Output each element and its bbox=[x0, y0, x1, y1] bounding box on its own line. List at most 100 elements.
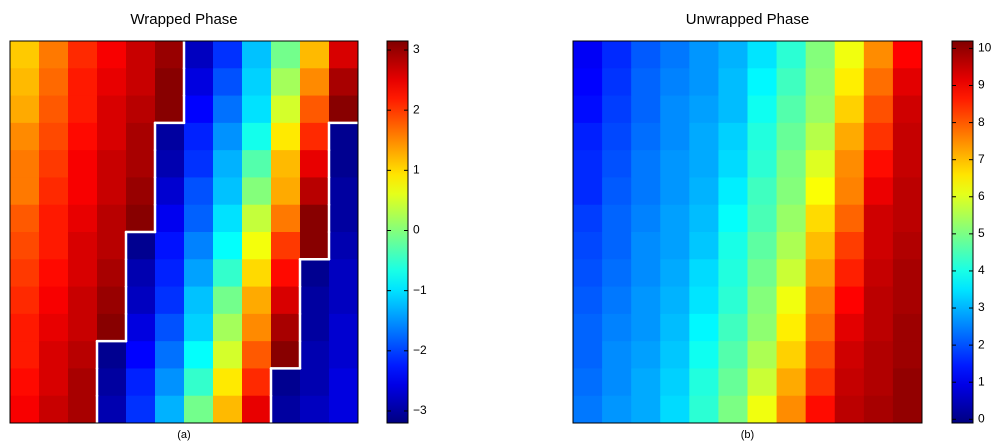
heatmap-cell bbox=[718, 313, 748, 342]
heatmap-cell bbox=[184, 122, 214, 151]
heatmap-cell bbox=[660, 204, 690, 233]
heatmap-cell bbox=[718, 204, 748, 233]
heatmap-cell bbox=[834, 259, 865, 288]
heatmap-cell bbox=[97, 341, 127, 369]
colorbar bbox=[386, 40, 409, 424]
heatmap-cell bbox=[718, 286, 748, 315]
heatmap-cell bbox=[10, 204, 40, 233]
heatmap-cell bbox=[718, 232, 748, 260]
heatmap-cell bbox=[39, 341, 69, 369]
heatmap-cell bbox=[184, 286, 214, 315]
heatmap-cell bbox=[602, 286, 632, 315]
heatmap-cell bbox=[126, 41, 156, 69]
heatmap-cell bbox=[747, 68, 778, 97]
heatmap-cell bbox=[689, 177, 719, 206]
heatmap-cell bbox=[747, 95, 778, 124]
heatmap-cell bbox=[805, 368, 836, 397]
heatmap-cell bbox=[718, 150, 748, 178]
heatmap-cell bbox=[213, 341, 243, 369]
heatmap-cell bbox=[242, 150, 272, 178]
heatmap-cell bbox=[892, 204, 923, 233]
heatmap-cell bbox=[747, 150, 778, 178]
heatmap-cell bbox=[660, 150, 690, 178]
heatmap-cell bbox=[602, 232, 632, 260]
heatmap-cell bbox=[776, 41, 807, 69]
heatmap-cell bbox=[39, 313, 69, 342]
heatmap-cell bbox=[184, 395, 214, 424]
heatmap-cell bbox=[242, 259, 272, 288]
heatmap-cell bbox=[834, 232, 865, 260]
heatmap-cell bbox=[689, 368, 719, 397]
heatmap-cell bbox=[155, 259, 185, 288]
heatmap-cell bbox=[68, 68, 98, 97]
heatmap-cell bbox=[155, 204, 185, 233]
colorbar-tick-label: −1 bbox=[413, 283, 427, 297]
heatmap-cell bbox=[329, 286, 359, 315]
heatmap-cell bbox=[718, 95, 748, 124]
heatmap-cell bbox=[68, 95, 98, 124]
heatmap-cell bbox=[271, 313, 301, 342]
heatmap-cell bbox=[39, 259, 69, 288]
colorbar-tick-label: −3 bbox=[413, 403, 427, 417]
heatmap-cell bbox=[300, 204, 330, 233]
heatmap-cell bbox=[242, 341, 272, 369]
heatmap-cell bbox=[892, 259, 923, 288]
heatmap-cell bbox=[300, 341, 330, 369]
heatmap-cell bbox=[271, 232, 301, 260]
heatmap-cell bbox=[805, 95, 836, 124]
heatmap-cell bbox=[10, 341, 40, 369]
heatmap-cell bbox=[68, 41, 98, 69]
heatmap-cell bbox=[68, 150, 98, 178]
heatmap-cell bbox=[718, 122, 748, 151]
heatmap-cell bbox=[892, 286, 923, 315]
heatmap-cell bbox=[68, 368, 98, 397]
heatmap-cell bbox=[184, 177, 214, 206]
heatmap-cell bbox=[573, 313, 603, 342]
colorbar-tick-label: 2 bbox=[978, 337, 985, 351]
heatmap-cell bbox=[747, 177, 778, 206]
heatmap-cell bbox=[631, 341, 661, 369]
heatmap-cell bbox=[126, 150, 156, 178]
heatmap-cell bbox=[213, 150, 243, 178]
heatmap-cell bbox=[834, 68, 865, 97]
heatmap-cell bbox=[834, 150, 865, 178]
heatmap-cell bbox=[213, 286, 243, 315]
heatmap-cell bbox=[213, 368, 243, 397]
heatmap-cell bbox=[39, 177, 69, 206]
axes-frame bbox=[572, 40, 923, 424]
colorbar-tick-label: 9 bbox=[978, 78, 985, 92]
heatmap-cell bbox=[97, 232, 127, 260]
heatmap-cell bbox=[573, 232, 603, 260]
heatmap-cell bbox=[300, 368, 330, 397]
heatmap-cell bbox=[805, 41, 836, 69]
heatmap-cell bbox=[747, 41, 778, 69]
heatmap-cell bbox=[747, 232, 778, 260]
heatmap-cell bbox=[573, 95, 603, 124]
heatmap-cell bbox=[805, 122, 836, 151]
heatmap-cell bbox=[329, 395, 359, 424]
heatmap-cell bbox=[271, 341, 301, 369]
heatmap-cell bbox=[631, 177, 661, 206]
heatmap-cell bbox=[242, 122, 272, 151]
heatmap-cell bbox=[184, 41, 214, 69]
heatmap-cell bbox=[834, 286, 865, 315]
x-axis-label: (b) bbox=[741, 429, 754, 441]
heatmap-cell bbox=[271, 395, 301, 424]
heatmap-cell bbox=[863, 313, 894, 342]
heatmap-cell bbox=[863, 395, 894, 424]
heatmap-cell bbox=[892, 150, 923, 178]
heatmap-cell bbox=[126, 259, 156, 288]
heatmap-cell bbox=[97, 204, 127, 233]
heatmap-cell bbox=[660, 286, 690, 315]
heatmap-cell bbox=[126, 204, 156, 233]
heatmap-cell bbox=[718, 177, 748, 206]
heatmap-cell bbox=[863, 232, 894, 260]
heatmap-cell bbox=[329, 68, 359, 97]
heatmap-cell bbox=[271, 122, 301, 151]
heatmap-cell bbox=[97, 122, 127, 151]
heatmap-cell bbox=[39, 368, 69, 397]
heatmap-cell bbox=[863, 68, 894, 97]
heatmap-cell bbox=[126, 341, 156, 369]
heatmap-cell bbox=[776, 177, 807, 206]
